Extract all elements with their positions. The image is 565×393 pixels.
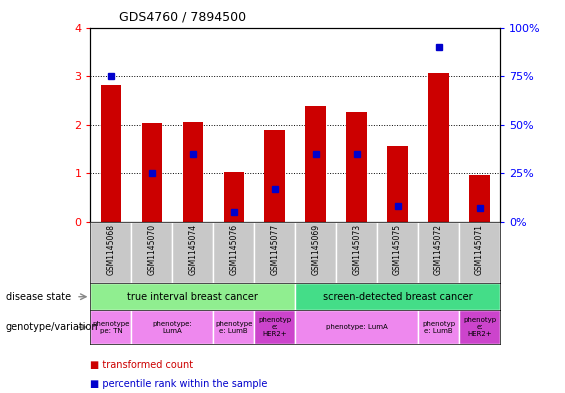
- Bar: [90, 283, 295, 310]
- Text: phenotype:
LumA: phenotype: LumA: [153, 321, 192, 334]
- Text: phenotype: LumA: phenotype: LumA: [326, 324, 388, 330]
- Text: genotype/variation: genotype/variation: [6, 322, 98, 332]
- Text: GSM1145072: GSM1145072: [434, 224, 443, 275]
- Text: phenotype
pe: TN: phenotype pe: TN: [92, 321, 129, 334]
- Text: phenotyp
e:
HER2+: phenotyp e: HER2+: [463, 317, 496, 337]
- Bar: [90, 310, 131, 344]
- Bar: [346, 112, 367, 222]
- Text: screen-detected breast cancer: screen-detected breast cancer: [323, 292, 472, 302]
- Text: disease state: disease state: [6, 292, 71, 302]
- Bar: [459, 222, 500, 283]
- Bar: [428, 73, 449, 222]
- Text: GSM1145076: GSM1145076: [229, 224, 238, 275]
- Text: ■ percentile rank within the sample: ■ percentile rank within the sample: [90, 379, 268, 389]
- Bar: [172, 222, 214, 283]
- Bar: [418, 310, 459, 344]
- Bar: [295, 310, 418, 344]
- Bar: [459, 310, 500, 344]
- Text: GSM1145070: GSM1145070: [147, 224, 157, 275]
- Bar: [142, 123, 162, 222]
- Bar: [182, 122, 203, 222]
- Text: GSM1145068: GSM1145068: [106, 224, 115, 275]
- Bar: [388, 146, 408, 222]
- Bar: [470, 175, 490, 222]
- Text: GSM1145077: GSM1145077: [270, 224, 279, 275]
- Bar: [224, 173, 244, 222]
- Text: GSM1145075: GSM1145075: [393, 224, 402, 275]
- Bar: [214, 310, 254, 344]
- Bar: [101, 85, 121, 222]
- Bar: [254, 310, 295, 344]
- Text: GSM1145074: GSM1145074: [188, 224, 197, 275]
- Text: GSM1145071: GSM1145071: [475, 224, 484, 275]
- Bar: [295, 222, 336, 283]
- Bar: [131, 222, 172, 283]
- Bar: [254, 222, 295, 283]
- Bar: [90, 222, 131, 283]
- Text: phenotyp
e:
HER2+: phenotyp e: HER2+: [258, 317, 292, 337]
- Text: ■ transformed count: ■ transformed count: [90, 360, 194, 369]
- Text: true interval breast cancer: true interval breast cancer: [127, 292, 258, 302]
- Bar: [377, 222, 418, 283]
- Text: phenotyp
e: LumB: phenotyp e: LumB: [422, 321, 455, 334]
- Text: GDS4760 / 7894500: GDS4760 / 7894500: [119, 11, 246, 24]
- Text: phenotype
e: LumB: phenotype e: LumB: [215, 321, 253, 334]
- Bar: [264, 130, 285, 222]
- Bar: [214, 222, 254, 283]
- Text: GSM1145073: GSM1145073: [352, 224, 361, 275]
- Bar: [418, 222, 459, 283]
- Bar: [306, 106, 326, 222]
- Bar: [336, 222, 377, 283]
- Bar: [131, 310, 214, 344]
- Text: GSM1145069: GSM1145069: [311, 224, 320, 275]
- Bar: [295, 283, 500, 310]
